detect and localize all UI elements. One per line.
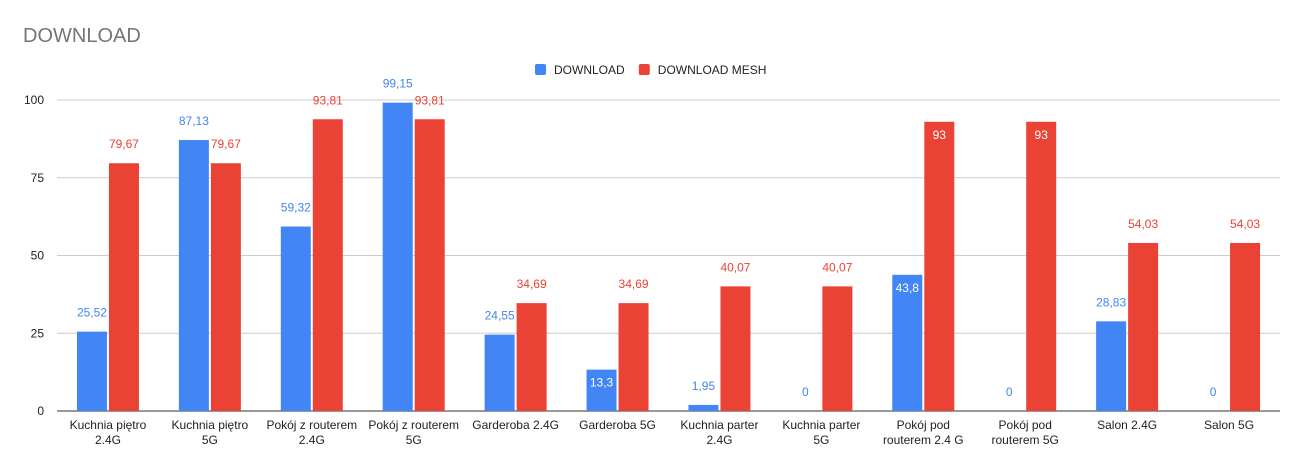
bar-download-mesh — [924, 121, 955, 412]
data-label: 25,52 — [77, 306, 107, 320]
legend-label: DOWNLOAD MESH — [658, 63, 767, 77]
x-tick-label: 5G — [202, 433, 218, 447]
data-label: 0 — [1210, 385, 1217, 399]
y-tick-label: 100 — [24, 93, 44, 107]
bar-download — [892, 274, 923, 411]
bar-download-mesh — [516, 303, 547, 411]
data-label: 1,95 — [692, 379, 716, 393]
x-tick-label: Garderoba 5G — [579, 418, 656, 432]
data-label: 13,3 — [590, 376, 614, 390]
bar-download-mesh — [1128, 242, 1159, 411]
bar-download-mesh — [108, 163, 139, 411]
chart-title: DOWNLOAD — [23, 25, 141, 47]
legend: DOWNLOAD DOWNLOAD MESH — [535, 63, 766, 77]
bar-download — [280, 226, 311, 411]
bar-download-mesh — [210, 163, 241, 411]
bar-download — [688, 404, 719, 411]
x-tick-label: Kuchnia piętro — [172, 418, 249, 432]
x-tick-label: 5G — [813, 433, 829, 447]
bar-download — [1096, 321, 1127, 411]
bar-download-mesh — [414, 119, 445, 411]
x-tick-label: Pokój pod — [897, 418, 950, 432]
gridlines: 0 25 50 75 100 — [24, 93, 1280, 418]
bar-download — [178, 140, 209, 411]
y-tick-label: 75 — [31, 171, 45, 185]
bar-download-mesh — [822, 286, 853, 411]
bar-download-mesh — [312, 119, 343, 411]
y-tick-label: 50 — [31, 249, 45, 263]
bar-download-mesh — [1230, 242, 1261, 411]
bar-download — [586, 369, 617, 411]
bar-download-mesh — [618, 303, 649, 411]
bars: 25,5279,6787,1379,6759,3293,8199,1593,81… — [76, 77, 1261, 412]
data-label: 34,69 — [517, 277, 547, 291]
legend-swatch — [535, 64, 546, 75]
x-tick-label: Salon 5G — [1204, 418, 1254, 432]
data-label: 79,67 — [211, 137, 241, 151]
x-tick-label: routerem 5G — [992, 433, 1059, 447]
x-tick-label: Pokój z routerem — [266, 418, 357, 432]
x-tick-label: Pokój pod — [999, 418, 1052, 432]
data-label: 40,07 — [822, 260, 852, 274]
y-tick-label: 25 — [31, 326, 45, 340]
data-label: 54,03 — [1128, 217, 1158, 231]
data-label: 34,69 — [619, 277, 649, 291]
data-label: 59,32 — [281, 201, 311, 215]
x-tick-label: 2.4G — [95, 433, 121, 447]
data-label: 54,03 — [1230, 217, 1260, 231]
data-label: 99,15 — [383, 77, 413, 91]
bar-download-mesh — [1026, 121, 1057, 412]
data-label: 93,81 — [313, 93, 343, 107]
x-tick-label: routerem 2.4 G — [883, 433, 964, 447]
data-label: 0 — [802, 385, 809, 399]
data-label: 93,81 — [415, 93, 445, 107]
y-tick-label: 0 — [37, 404, 44, 418]
bar-download — [484, 334, 515, 411]
data-label: 24,55 — [485, 309, 515, 323]
x-tick-label: 2.4G — [706, 433, 732, 447]
x-tick-label: Salon 2.4G — [1097, 418, 1157, 432]
data-label: 0 — [1006, 385, 1013, 399]
x-tick-label: Garderoba 2.4G — [472, 418, 559, 432]
legend-swatch — [638, 64, 650, 75]
data-label: 87,13 — [179, 114, 209, 128]
data-label: 28,83 — [1096, 295, 1126, 309]
x-tick-label: 2.4G — [299, 433, 325, 447]
x-tick-label: Kuchnia parter — [680, 418, 758, 432]
x-tick-label: Kuchnia piętro — [70, 418, 147, 432]
x-tick-label: Kuchnia parter — [782, 418, 860, 432]
bar-download-mesh — [720, 286, 751, 411]
data-label: 79,67 — [109, 137, 139, 151]
x-tick-label: 5G — [406, 433, 422, 447]
data-label: 93 — [933, 128, 947, 142]
legend-label: DOWNLOAD — [554, 63, 625, 77]
data-label: 43,8 — [896, 281, 920, 295]
data-label: 93 — [1035, 128, 1049, 142]
bar-download — [76, 331, 107, 411]
data-label: 40,07 — [720, 260, 750, 274]
bar-download — [382, 102, 413, 412]
x-tick-label: Pokój z routerem — [368, 418, 459, 432]
